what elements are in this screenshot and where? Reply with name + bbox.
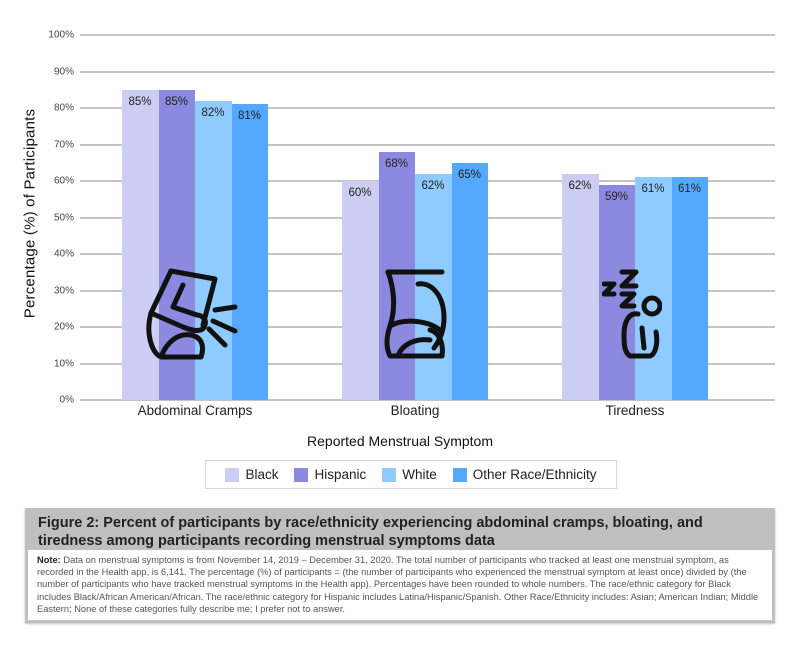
y-tick-label: 60% bbox=[53, 175, 74, 187]
y-tick-label: 30% bbox=[53, 285, 74, 296]
y-tick-label: 70% bbox=[53, 139, 74, 150]
legend-swatch-black bbox=[225, 467, 240, 482]
legend-item-white: White bbox=[382, 467, 437, 482]
tiredness-sleep-icon bbox=[602, 269, 662, 359]
bar-value-label: 62% bbox=[568, 179, 592, 192]
gridline bbox=[80, 143, 775, 146]
bar-value-label: 85% bbox=[164, 95, 189, 108]
bar bbox=[562, 173, 599, 400]
x-tick-label: Bloating bbox=[390, 403, 440, 418]
gridline bbox=[80, 399, 775, 401]
bar bbox=[451, 162, 488, 400]
bloating-icon bbox=[384, 269, 447, 359]
legend-label: White bbox=[402, 467, 437, 482]
legend: Black Hispanic White Other Race/Ethnicit… bbox=[205, 460, 617, 489]
y-tick-label: 40% bbox=[53, 248, 74, 260]
legend-item-other: Other Race/Ethnicity bbox=[452, 467, 597, 482]
legend-swatch-white bbox=[382, 467, 397, 482]
note-label: Note: bbox=[37, 555, 61, 565]
abdominal-cramps-icon bbox=[146, 268, 238, 360]
y-tick-label: 0% bbox=[59, 394, 74, 406]
x-tick-label: Tiredness bbox=[605, 403, 665, 418]
bar-value-label: 59% bbox=[604, 190, 629, 203]
y-axis-title: Percentage (%) of Participants bbox=[21, 108, 39, 319]
gridline bbox=[80, 34, 775, 36]
x-axis-title: Reported Menstrual Symptom bbox=[307, 433, 493, 449]
bar-value-label: 65% bbox=[457, 168, 482, 181]
bar-value-label: 82% bbox=[201, 106, 225, 119]
bar bbox=[671, 177, 708, 400]
y-tick-label: 20% bbox=[53, 321, 74, 333]
y-tick-label: 100% bbox=[48, 29, 74, 41]
x-tick-label: Abdominal Cramps bbox=[137, 403, 253, 418]
bar bbox=[378, 151, 415, 400]
legend-label: Other Race/Ethnicity bbox=[472, 467, 597, 482]
bar-chart: 0% 10% 20% 30% 40% 50% 60% 70% 80% 90% 100% Percen… bbox=[21, 29, 775, 489]
bar bbox=[231, 104, 268, 400]
legend-item-black: Black bbox=[225, 467, 278, 482]
bar bbox=[635, 177, 672, 400]
legend-item-hispanic: Hispanic bbox=[294, 467, 366, 482]
bar-value-label: 61% bbox=[641, 183, 665, 196]
legend-label: Black bbox=[245, 467, 279, 482]
bar-value-label: 61% bbox=[677, 183, 702, 196]
legend-swatch-other bbox=[452, 467, 467, 482]
bar bbox=[342, 181, 379, 400]
y-tick-label: 90% bbox=[53, 66, 74, 77]
bar-value-label: 68% bbox=[384, 157, 409, 170]
bar-value-label: 62% bbox=[421, 179, 445, 192]
caption-note: Note: Data on menstrual symptoms is from… bbox=[28, 550, 772, 620]
y-tick-label: 80% bbox=[53, 102, 74, 114]
legend-swatch-hispanic bbox=[294, 467, 309, 482]
figure-caption: Figure 2: Percent of participants by rac… bbox=[25, 508, 775, 623]
y-tick-label: 50% bbox=[53, 212, 74, 223]
legend-label: Hispanic bbox=[314, 467, 367, 482]
gridline bbox=[80, 70, 775, 73]
bar-value-label: 81% bbox=[237, 110, 262, 123]
gridline bbox=[80, 107, 775, 109]
bar-value-label: 85% bbox=[128, 95, 152, 108]
caption-title: Figure 2: Percent of participants by rac… bbox=[38, 515, 703, 549]
note-text: Data on menstrual symptoms is from Novem… bbox=[37, 555, 759, 614]
bar-value-label: 60% bbox=[348, 187, 372, 199]
y-tick-label: 10% bbox=[53, 358, 74, 369]
